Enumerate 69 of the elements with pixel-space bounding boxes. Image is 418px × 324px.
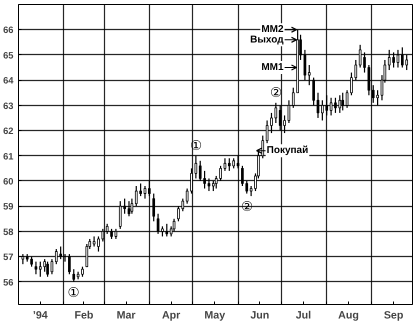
annotation: ① <box>68 284 80 300</box>
x-tick-label: Sep <box>384 310 404 322</box>
candlestick <box>270 112 273 134</box>
candlestick <box>250 185 252 197</box>
candlestick <box>165 223 168 238</box>
candlestick <box>134 185 138 207</box>
candlestick <box>30 256 33 268</box>
candlestick <box>228 158 231 172</box>
candlestick <box>341 92 344 111</box>
y-tick-label: 62 <box>3 126 14 136</box>
candlestick <box>292 87 295 108</box>
candlestick <box>208 178 210 192</box>
candlestick <box>338 94 342 114</box>
x-tick-label: Apr <box>162 310 180 322</box>
candlestick <box>128 200 130 217</box>
y-tick-label: 66 <box>3 25 14 36</box>
candlestick <box>245 180 248 194</box>
annotation: ② <box>270 84 282 100</box>
candlestick <box>97 236 100 252</box>
candlestick <box>38 261 42 278</box>
candlestick <box>405 54 408 71</box>
y-tick-label: 56 <box>3 277 14 288</box>
y-tick-label: 60 <box>3 176 14 186</box>
candlestick <box>190 168 193 194</box>
x-tick-label: Aug <box>338 310 359 322</box>
candlestick <box>130 198 134 214</box>
y-tick-label: 61 <box>3 151 14 162</box>
candlestick <box>118 200 122 230</box>
y-tick-label: 63 <box>3 100 14 111</box>
x-tick-label: Feb <box>74 310 94 322</box>
annotation: Покупай <box>266 145 308 156</box>
candlestick <box>363 52 366 74</box>
candlestick <box>106 223 109 235</box>
candlestick <box>388 49 391 71</box>
candlestick <box>232 158 236 169</box>
x-tick-label: ’94 <box>32 310 48 322</box>
x-tick-label: Jul <box>296 310 312 322</box>
candlestick <box>81 266 84 278</box>
candlestick <box>236 155 240 169</box>
candlestick <box>203 170 206 190</box>
candlestick <box>85 243 88 268</box>
candlestick <box>288 100 290 124</box>
candlestick <box>358 44 362 68</box>
y-tick-label: 59 <box>3 202 14 212</box>
x-tick-label: May <box>204 310 226 322</box>
x-tick-label: Jun <box>250 310 270 322</box>
candlestick <box>325 94 328 116</box>
candlestick <box>34 261 38 275</box>
x-tick-label: Mar <box>116 310 136 322</box>
y-tick-label: 65 <box>3 50 14 60</box>
candlestick <box>396 49 400 68</box>
y-tick-label: 64 <box>3 76 14 86</box>
candlestick <box>278 104 282 132</box>
candlestick <box>212 180 215 192</box>
annotation: MM2 <box>261 24 284 36</box>
y-tick-label: 58 <box>3 226 14 237</box>
candlestick <box>186 188 188 204</box>
annotation: MM1 <box>261 62 284 74</box>
candlestick <box>152 192 156 222</box>
candlestick <box>241 165 244 187</box>
candlestick <box>274 102 278 124</box>
candlestick <box>68 253 71 275</box>
y-tick-label: 57 <box>3 252 14 262</box>
candlestick <box>101 228 104 242</box>
candlestick <box>198 160 202 182</box>
annotation: Выход <box>250 34 284 46</box>
candlestick <box>194 155 198 180</box>
candlestick <box>400 46 404 68</box>
candlestick <box>144 185 146 200</box>
